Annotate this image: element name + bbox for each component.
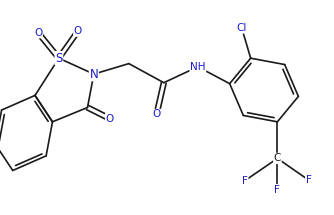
Text: S: S — [55, 52, 62, 65]
Text: O: O — [152, 109, 161, 120]
Text: NH: NH — [190, 62, 206, 72]
Text: O: O — [106, 114, 114, 124]
Text: F: F — [306, 175, 312, 185]
Text: N: N — [90, 68, 98, 81]
Text: C: C — [274, 153, 281, 163]
Text: F: F — [242, 176, 248, 186]
Text: F: F — [275, 184, 280, 195]
Text: O: O — [74, 26, 82, 36]
Text: Cl: Cl — [236, 23, 247, 33]
Text: O: O — [34, 28, 42, 38]
